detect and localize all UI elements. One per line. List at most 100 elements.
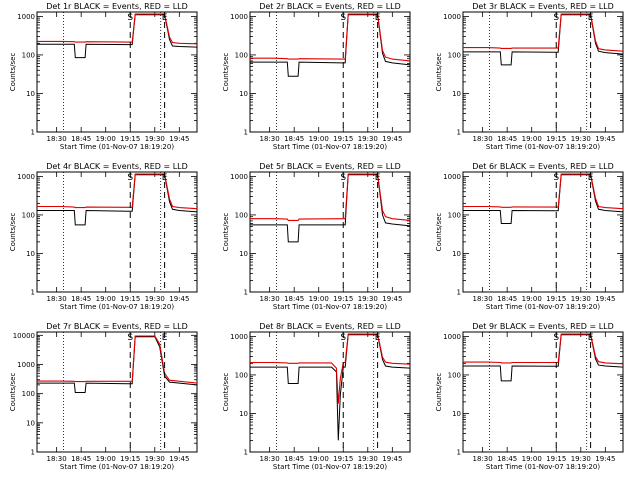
marker-label: E [375,173,381,183]
x-tick-label: 19:15 [120,295,140,303]
x-tick-label: 18:30 [473,295,493,303]
x-tick-label: 19:00 [309,455,329,463]
x-tick-label: 19:15 [120,455,140,463]
marker-label: E [375,13,381,23]
x-tick-label: 19:00 [522,135,542,143]
x-tick-label: 19:45 [382,295,402,303]
y-tick-label: 1 [457,289,461,297]
x-tick-label: 19:00 [96,135,116,143]
y-tick-label: 100 [22,51,35,59]
x-tick-label: 18:45 [284,455,304,463]
y-tick-label: 1 [244,129,248,137]
marker-label: E [588,13,594,23]
marker-label: E [162,333,168,343]
plot-frame [462,11,624,133]
marker-label: S [127,173,133,183]
marker-label: E [588,173,594,183]
x-axis-label: Start Time (01-Nov-07 18:19:20) [60,303,174,311]
panel-title: Det 1r BLACK = Events, RED = LLD [46,2,188,11]
y-tick-label: 1000 [17,173,35,181]
y-tick-label: 10 [239,90,248,98]
x-tick-label: 19:30 [145,455,165,463]
y-axis-label: Counts/sec [222,53,230,92]
y-tick-label: 1 [244,449,248,457]
series-events-line [250,174,411,243]
y-tick-label: 100 [448,211,461,219]
panel-title: Det 2r BLACK = Events, RED = LLD [259,2,401,11]
x-tick-label: 19:00 [309,295,329,303]
x-tick-label: 18:30 [260,135,280,143]
x-tick-label: 19:45 [169,135,189,143]
x-tick-label: 18:45 [497,455,517,463]
series-events-line [463,334,624,382]
y-tick-label: 100 [235,211,248,219]
x-tick-label: 19:30 [358,455,378,463]
series-lld-line [463,13,624,52]
panel-2: Det 2r BLACK = Events, RED = LLD 1 10 100 10… [222,2,411,151]
y-tick-label: 1 [457,129,461,137]
plot-frame [249,11,411,133]
x-axis-label: Start Time (01-Nov-07 18:19:20) [486,303,600,311]
x-tick-label: 19:00 [96,455,116,463]
y-tick-label: 10000 [13,332,35,340]
panel-title: Det 4r BLACK = Events, RED = LLD [46,162,188,171]
y-tick-label: 10 [452,250,461,258]
y-tick-label: 100 [22,211,35,219]
panel-9: Det 9r BLACK = Events, RED = LLD 1 10 100 10… [435,322,624,471]
panel-title: Det 9r BLACK = Events, RED = LLD [472,322,614,331]
y-tick-label: 1000 [443,13,461,21]
series-lld-line [463,333,624,365]
x-tick-label: 18:30 [473,135,493,143]
series-lld-line [37,335,198,384]
series-lld-line [250,173,411,221]
y-tick-label: 10 [26,419,35,427]
y-tick-label: 1 [31,289,35,297]
y-tick-label: 1 [31,129,35,137]
x-tick-label: 19:45 [169,295,189,303]
x-axis-label: Start Time (01-Nov-07 18:19:20) [60,143,174,151]
series-events-line [250,334,411,441]
y-tick-label: 1000 [230,13,248,21]
y-axis-label: Counts/sec [435,53,443,92]
marker-label: E [162,13,168,23]
x-tick-label: 19:30 [571,135,591,143]
x-tick-label: 18:30 [260,455,280,463]
y-tick-label: 1000 [230,173,248,181]
marker-label: S [553,173,559,183]
x-tick-label: 19:30 [571,455,591,463]
x-tick-label: 18:45 [71,135,91,143]
x-tick-label: 18:30 [260,295,280,303]
x-tick-label: 18:30 [473,455,493,463]
x-tick-label: 19:30 [358,135,378,143]
plot-frame [462,171,624,293]
x-axis-label: Start Time (01-Nov-07 18:19:20) [273,143,387,151]
panel-title: Det 7r BLACK = Events, RED = LLD [46,322,188,331]
x-tick-label: 19:45 [595,135,615,143]
x-tick-label: 19:00 [96,295,116,303]
x-tick-label: 18:45 [71,455,91,463]
x-tick-label: 18:45 [284,135,304,143]
marker-label: S [340,173,346,183]
y-tick-label: 1 [31,449,35,457]
x-tick-label: 19:45 [382,455,402,463]
x-axis-label: Start Time (01-Nov-07 18:19:20) [273,303,387,311]
panel-8: Det 8r BLACK = Events, RED = LLD 1 10 100 10… [222,322,411,471]
marker-label: E [162,173,168,183]
x-tick-label: 19:30 [571,295,591,303]
series-lld-line [250,13,411,62]
y-tick-label: 100 [448,371,461,379]
x-tick-label: 19:15 [546,135,566,143]
y-tick-label: 10 [26,250,35,258]
plot-frame [249,331,411,453]
x-tick-label: 19:15 [546,295,566,303]
panel-5: Det 5r BLACK = Events, RED = LLD 1 10 100 10… [222,162,411,311]
x-tick-label: 18:45 [71,295,91,303]
y-axis-label: Counts/sec [435,373,443,412]
y-axis-label: Counts/sec [222,373,230,412]
y-tick-label: 100 [235,371,248,379]
panel-title: Det 5r BLACK = Events, RED = LLD [259,162,401,171]
y-axis-label: Counts/sec [9,53,17,92]
marker-label: S [340,333,346,343]
y-tick-label: 1000 [443,333,461,341]
